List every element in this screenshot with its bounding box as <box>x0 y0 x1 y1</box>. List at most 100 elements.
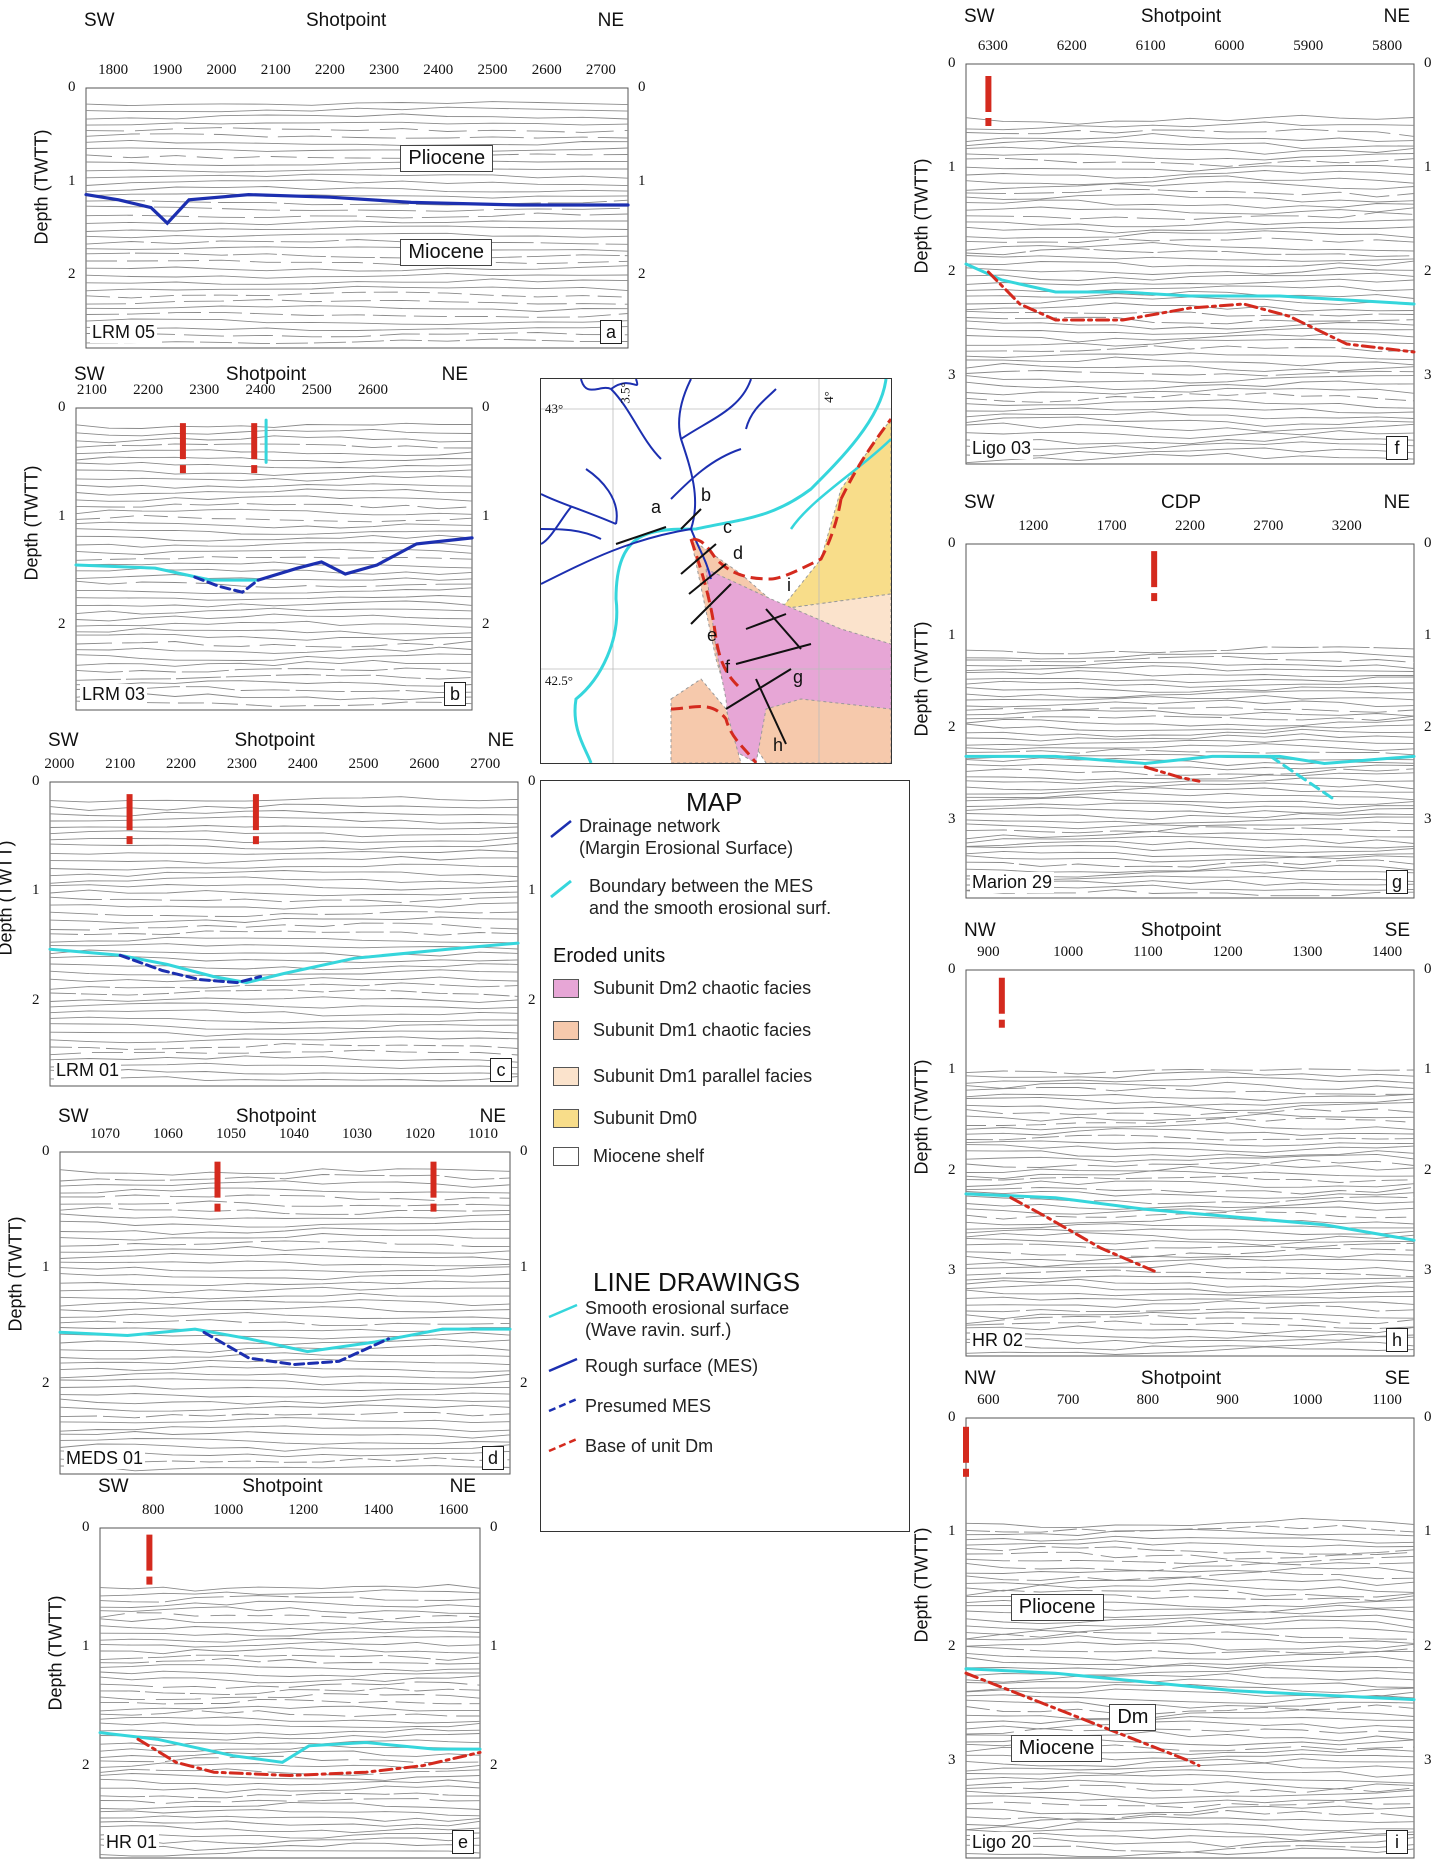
smooth-erosional-surface-dashed <box>1269 754 1335 801</box>
seismic-section-i <box>963 1417 1416 1859</box>
map-unit-dm0 <box>779 418 891 610</box>
y-tick-label-left: 0 <box>42 1143 50 1159</box>
direction-right: NE <box>1383 492 1410 513</box>
y-axis-label: Depth (TWTT) <box>45 1595 66 1711</box>
seismic-section-b <box>74 407 474 711</box>
fault-marker-dot <box>179 465 186 474</box>
y-tick-label-left: 0 <box>948 55 956 71</box>
x-tick-label: 2100 <box>105 756 136 772</box>
x-tick-label: 5800 <box>1372 38 1403 54</box>
panel-letter: b <box>444 682 466 706</box>
direction-right: NE <box>479 1106 506 1127</box>
legend-boundary: Boundary between the MES and the smooth e… <box>589 876 832 918</box>
y-axis-label: Depth (TWTT) <box>911 1059 932 1175</box>
map-coord-lon-east: 4° <box>820 391 836 403</box>
fault-marker-dot <box>430 1203 437 1212</box>
seismic-line-id: MEDS 01 <box>64 1448 146 1469</box>
y-tick-label-right: 1 <box>1424 1061 1432 1078</box>
axis-title: Shotpoint <box>1140 6 1222 27</box>
x-tick-label: 2600 <box>358 382 388 398</box>
x-tick-label: 1060 <box>153 1126 183 1142</box>
legend-drainage-swatch <box>550 820 572 838</box>
y-tick-label-left: 2 <box>42 1374 50 1391</box>
presumed-mes <box>202 1330 390 1367</box>
y-axis-label: Depth (TWTT) <box>31 129 52 245</box>
x-tick-label: 2100 <box>76 382 107 398</box>
y-tick-label-left: 1 <box>82 1637 90 1654</box>
y-tick-label-right: 2 <box>1424 263 1432 279</box>
x-tick-label: 2700 <box>585 62 616 78</box>
seismic-line-id: Ligo 20 <box>970 1832 1034 1853</box>
y-tick-label-left: 0 <box>948 535 956 551</box>
x-tick-label: 2500 <box>477 62 508 78</box>
fault-marker-dot <box>251 465 258 474</box>
seismic-panel-h: NW SE Shotpoint 900 1000 1100 1200 1300 1400 0 0 1 1… <box>912 920 1432 1357</box>
legend-unit-swatch <box>553 1067 579 1086</box>
y-tick-label-right: 2 <box>520 1374 528 1391</box>
base-of-unit-dm <box>1009 1196 1156 1273</box>
x-tick-label: 2400 <box>287 756 318 772</box>
y-tick-label-left: 1 <box>948 1523 956 1540</box>
x-tick-label: 1200 <box>1018 518 1049 534</box>
y-tick-label-right: 1 <box>1424 1523 1432 1540</box>
x-tick-label: 2400 <box>423 62 454 78</box>
x-tick-label: 1800 <box>98 62 129 78</box>
map-seismic-lines <box>615 508 812 745</box>
y-tick-label-left: 2 <box>32 991 40 1008</box>
legend-smooth-swatch <box>548 1303 578 1319</box>
x-tick-label: 2500 <box>348 756 379 772</box>
map-svg <box>541 379 891 763</box>
smooth-erosional-surface <box>98 1731 482 1764</box>
base-of-unit-dm <box>986 270 1416 354</box>
seismic-section-h <box>964 969 1416 1357</box>
x-tick-label: 6100 <box>1135 38 1166 54</box>
map-label-g: g <box>793 667 804 687</box>
x-tick-label: 2100 <box>260 62 291 78</box>
y-tick-label-right: 2 <box>1424 1637 1432 1654</box>
x-tick-label: 2600 <box>409 756 440 772</box>
panel-letter: i <box>1386 1830 1408 1854</box>
seismic-line-id: LRM 05 <box>90 322 158 343</box>
y-tick-label-left: 0 <box>948 961 956 977</box>
panel-letter: e <box>452 1830 474 1854</box>
panel-letter: c <box>490 1058 512 1082</box>
panel-letter: f <box>1386 436 1408 460</box>
y-axis-label: Depth (TWTT) <box>21 465 42 581</box>
seismic-section-g <box>964 543 1416 899</box>
axis-title: Shotpoint <box>235 1106 317 1127</box>
base-of-unit-dm <box>964 1671 1201 1768</box>
y-tick-label-right: 0 <box>1424 1409 1432 1425</box>
x-tick-label: 5900 <box>1293 38 1324 54</box>
axis-title: CDP <box>1160 492 1202 513</box>
y-tick-label-right: 2 <box>638 266 646 283</box>
y-tick-label-left: 0 <box>32 773 40 789</box>
y-tick-label-right: 2 <box>1424 719 1432 736</box>
seismic-section-c <box>48 781 520 1087</box>
x-tick-label: 1200 <box>1212 944 1243 960</box>
rough-surface-mes <box>256 536 474 582</box>
legend-unit-label: Subunit Dm1 parallel facies <box>593 1066 813 1086</box>
map-label-b: b <box>701 485 712 505</box>
map-label-c: c <box>723 517 732 537</box>
direction-right: NE <box>441 364 468 385</box>
legend-unit-label: Subunit Dm1 chaotic facies <box>593 1020 812 1040</box>
fault-marker-dot <box>252 836 259 845</box>
y-tick-label-left: 1 <box>58 507 66 524</box>
x-tick-label: 2500 <box>301 382 332 398</box>
x-tick-label: 1020 <box>405 1126 435 1142</box>
legend-drawings-title: LINE DRAWINGS <box>593 1267 801 1297</box>
map-label-a: a <box>651 497 662 517</box>
stratigraphic-unit-label: Dm <box>1109 1704 1157 1731</box>
legend-rough-swatch <box>548 1357 578 1373</box>
x-tick-label: 1700 <box>1096 518 1127 534</box>
y-tick-label-left: 2 <box>82 1756 90 1773</box>
seismic-panel-c: SW NE Shotpoint 2000 2100 2200 2300 2400 2500 260… <box>0 730 536 1087</box>
y-tick-label-right: 0 <box>520 1143 528 1159</box>
reflectors <box>59 1168 511 1472</box>
seismic-panel-i: NW SE Shotpoint 600 700 800 900 1000 1100 0 0 1 1 2 2 3… <box>912 1368 1432 1859</box>
seismic-panel-f: SW NE Shotpoint 6300 6200 6100 6000 5900 5800 0 0 1… <box>912 6 1432 465</box>
y-tick-label-right: 0 <box>1424 961 1432 977</box>
panel-letter: g <box>1386 870 1408 894</box>
y-tick-label-left: 2 <box>68 266 76 283</box>
section-frame <box>85 87 629 349</box>
